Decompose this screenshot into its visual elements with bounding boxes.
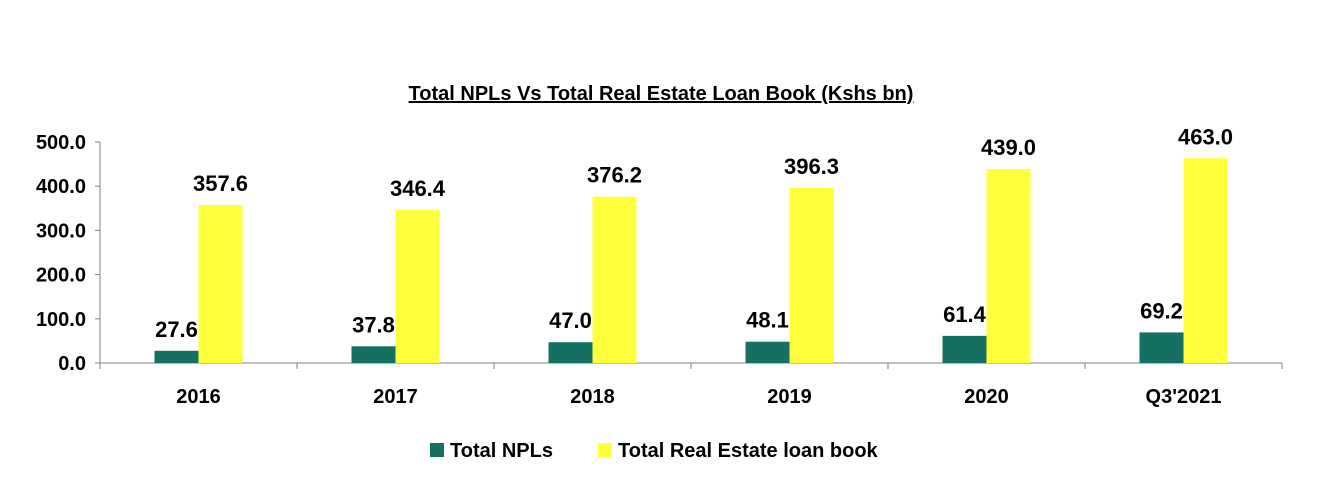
- data-label: 376.2: [587, 163, 642, 188]
- legend-label: Total Real Estate loan book: [618, 440, 879, 462]
- legend-swatch: [430, 443, 444, 457]
- data-label: 439.0: [981, 135, 1036, 160]
- legend: Total NPLs Total Real Estate loan book: [430, 440, 879, 462]
- data-label: 47.0: [549, 308, 592, 333]
- bar-total-npls: [1139, 332, 1184, 363]
- bar-real-estate-loan-book: [789, 187, 834, 363]
- y-tick-label: 100.0: [36, 309, 86, 331]
- bar-total-npls: [942, 335, 987, 363]
- bar-real-estate-loan-book: [1183, 158, 1228, 363]
- x-axis: 2016 2017 2018 2019 2020 Q3'2021: [99, 362, 1283, 408]
- data-label: 346.4: [390, 176, 446, 201]
- bar-real-estate-loan-book: [986, 168, 1031, 363]
- chart-title: Total NPLs Vs Total Real Estate Loan Boo…: [409, 83, 914, 105]
- x-tick-label: Q3'2021: [1146, 386, 1222, 408]
- bars: [154, 158, 1228, 363]
- y-tick-label: 400.0: [36, 176, 86, 198]
- bar-total-npls: [548, 342, 593, 363]
- x-tick-label: 2020: [964, 386, 1009, 408]
- data-label: 463.0: [1178, 124, 1233, 149]
- bar-real-estate-loan-book: [198, 204, 243, 363]
- y-tick-label: 200.0: [36, 265, 86, 287]
- data-label: 69.2: [1140, 298, 1183, 323]
- data-label: 37.8: [352, 312, 395, 337]
- x-tick-label: 2017: [373, 386, 418, 408]
- legend-swatch: [598, 443, 612, 457]
- bar-real-estate-loan-book: [395, 209, 440, 363]
- bar-total-npls: [154, 350, 199, 363]
- x-tick-label: 2018: [570, 386, 615, 408]
- data-label: 61.4: [943, 302, 987, 327]
- x-tick-label: 2016: [176, 386, 221, 408]
- bar-real-estate-loan-book: [592, 196, 637, 363]
- data-label: 48.1: [746, 308, 789, 333]
- bar-total-npls: [351, 346, 396, 363]
- data-labels: 27.6 357.6 37.8 346.4 47.0 376.2 48.1 396.3 61.4…: [155, 124, 1233, 341]
- y-axis: 0.0 100.0 200.0 300.0 400.0 500.0: [36, 132, 101, 375]
- data-label: 357.6: [193, 171, 248, 196]
- y-tick-label: 500.0: [36, 132, 86, 154]
- legend-label: Total NPLs: [450, 440, 553, 462]
- x-tick-label: 2019: [767, 386, 812, 408]
- bar-total-npls: [745, 341, 790, 363]
- y-tick-label: 300.0: [36, 220, 86, 242]
- data-label: 396.3: [784, 154, 839, 179]
- data-label: 27.6: [155, 317, 198, 342]
- y-tick-label: 0.0: [58, 353, 86, 375]
